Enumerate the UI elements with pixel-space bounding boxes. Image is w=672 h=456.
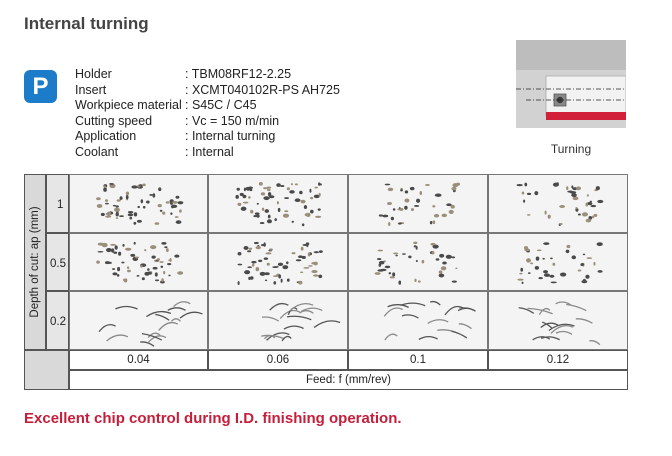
chip-photo-cell <box>69 291 208 350</box>
chip-pieces-icon <box>378 182 461 226</box>
grid-corner <box>24 350 69 390</box>
material-p-badge: P <box>24 70 57 103</box>
chip-photo-cell <box>208 174 348 233</box>
chip-photo-cell <box>69 174 208 233</box>
chip-pieces-icon <box>96 241 184 284</box>
footer-tagline: Excellent chip control during I.D. finis… <box>24 410 402 427</box>
chip-photo-cell <box>348 291 488 350</box>
depth-value-0-5: 0.5 <box>46 233 69 291</box>
chip-pieces-icon <box>96 182 184 225</box>
spec-value: : S45C / C45 <box>185 98 257 113</box>
spec-label: Workpiece material <box>75 98 182 113</box>
depth-axis-label: Depth of cut: ap (mm) <box>24 174 46 350</box>
feed-value-0-1: 0.1 <box>348 350 488 370</box>
chip-pieces-icon <box>98 301 203 347</box>
spec-value: : XCMT040102R-PS AH725 <box>185 82 340 97</box>
spec-value: : TBM08RF12-2.25 <box>185 67 292 81</box>
spec-label: Application <box>75 129 137 144</box>
spec-value: : Internal turning <box>185 129 276 144</box>
chip-photo-cell <box>208 291 348 350</box>
chip-photo-cell <box>348 233 488 291</box>
depth-value-1: 1 <box>46 174 69 233</box>
chip-photo-cell <box>208 233 348 291</box>
chip-photo-cell <box>69 233 208 291</box>
chip-pieces-icon <box>383 300 476 341</box>
depth-axis-text: Depth of cut: ap (mm) <box>29 206 41 318</box>
chip-photo-cell <box>488 291 628 350</box>
spec-label: Insert <box>75 82 107 97</box>
chip-pieces-icon <box>517 242 603 284</box>
spec-label: Coolant <box>75 144 119 159</box>
spec-row-cutting-speed: Cutting speed : Vc = 150 m/min <box>75 114 340 130</box>
spec-row-workpiece: Workpiece material : S45C / C45 <box>75 98 340 114</box>
page-title: Internal turning <box>24 14 149 33</box>
chip-photo-cell <box>488 233 628 291</box>
feed-value-0-04: 0.04 <box>69 350 208 370</box>
chip-pieces-icon <box>235 182 322 227</box>
chip-photo-cell <box>488 174 628 233</box>
chip-pieces-icon <box>374 241 458 285</box>
turning-caption: Turning <box>550 142 592 156</box>
spec-row-application: Application : Internal turning <box>75 129 340 145</box>
spec-row-holder: Holder : TBM08RF12-2.25 <box>75 67 340 83</box>
spec-row-insert: Insert : XCMT040102R-PS AH725 <box>75 83 340 99</box>
spec-label: Holder <box>75 67 112 81</box>
turning-diagram-icon <box>516 40 626 128</box>
feed-value-0-06: 0.06 <box>208 350 348 370</box>
spec-value: : Vc = 150 m/min <box>185 113 280 128</box>
chip-pieces-icon <box>237 241 323 285</box>
chip-pieces-icon <box>261 302 341 342</box>
spec-label: Cutting speed <box>75 113 153 128</box>
cutting-conditions: Holder : TBM08RF12-2.25 Insert : XCMT040… <box>75 67 340 161</box>
chip-photo-cell <box>348 174 488 233</box>
spec-row-coolant: Coolant : Internal <box>75 145 340 161</box>
chip-pieces-icon <box>516 182 604 227</box>
chip-pieces-icon <box>518 301 601 346</box>
internal-turning-illustration <box>516 40 626 128</box>
spec-value: : Internal <box>185 144 234 159</box>
depth-value-0-2: 0.2 <box>46 291 69 350</box>
feed-value-0-12: 0.12 <box>488 350 628 370</box>
feed-axis-label: Feed: f (mm/rev) <box>69 370 628 390</box>
